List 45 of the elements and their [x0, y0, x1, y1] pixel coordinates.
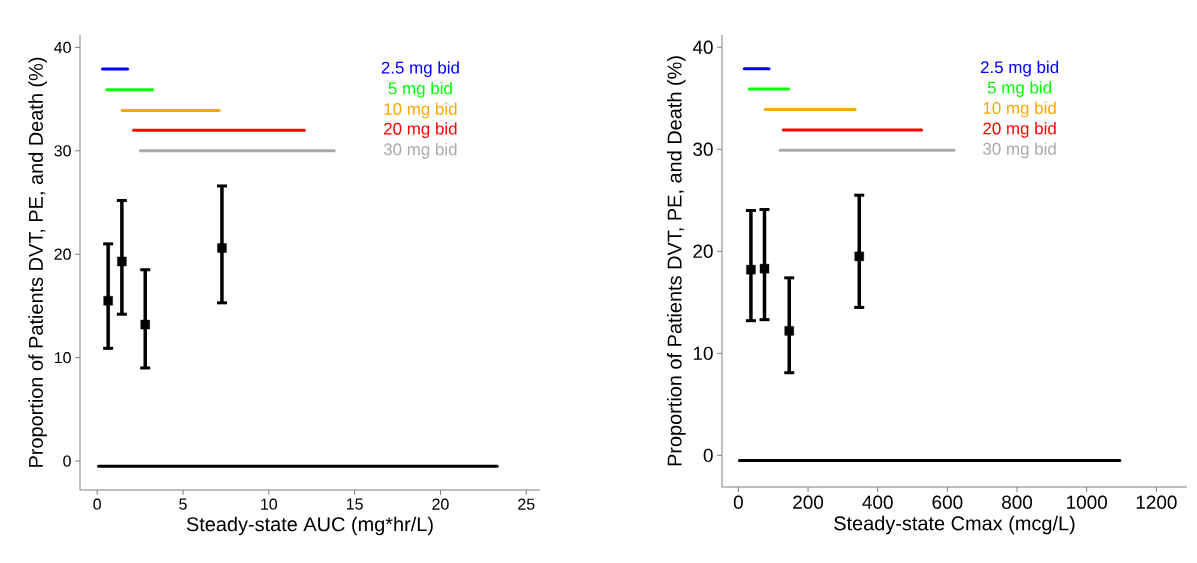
x-tick-label: 600	[932, 495, 963, 509]
y-axis-title: Proportion of Patients DVT, PE, and Death (%)	[28, 57, 47, 467]
x-axis-title: Steady-state AUC (mg*hr/L)	[186, 516, 433, 536]
point	[140, 319, 150, 330]
x-tick-label: 1000	[1067, 495, 1107, 509]
point	[759, 263, 770, 274]
x-tick-label: 20	[432, 498, 449, 510]
text: 5 mg bid	[987, 81, 1051, 97]
x-tick-label: 800	[1002, 495, 1033, 509]
y-tick-label: 10	[54, 352, 71, 364]
x-tick-label: 25	[518, 498, 535, 510]
series-label: 30 mg bid	[983, 142, 1056, 159]
point	[217, 243, 227, 253]
text: 20 mg bid	[384, 122, 457, 139]
point	[854, 251, 864, 262]
y-tick-label: 20	[54, 248, 71, 260]
text: 20 mg bid	[983, 122, 1056, 138]
text: 2.5 mg bid	[980, 60, 1059, 77]
point	[117, 256, 127, 267]
point	[784, 326, 794, 336]
x-tick-label: 15	[346, 498, 363, 510]
text: 5 mg bid	[388, 81, 452, 98]
y-axis-title: Proportion of Patients DVT, PE, and Death (%)	[667, 56, 686, 466]
text: 10 mg bid	[983, 101, 1056, 118]
x-tick-label: 0	[733, 495, 743, 509]
y-tick-label: 30	[54, 145, 71, 157]
text: 10 mg bid	[384, 102, 457, 119]
x-tick-label: 200	[793, 495, 824, 509]
point	[746, 264, 756, 275]
x-axis-title: Steady-state Cmax (mcg/L)	[834, 515, 1075, 535]
y-tick-label: 30	[693, 142, 713, 156]
x-tick-label: 0	[93, 498, 101, 510]
point	[103, 296, 113, 306]
y-tick-label: 0	[63, 455, 71, 467]
x-tick-label: 400	[862, 495, 893, 509]
text: 2.5 mg bid	[381, 61, 459, 78]
y-tick-label: 40	[54, 41, 71, 54]
y-tick-label: 40	[692, 40, 713, 54]
y-tick-label: 20	[693, 244, 713, 259]
y-tick-label: 0	[703, 448, 713, 463]
x-tick-label: 5	[179, 498, 187, 510]
x-tick-label: 10	[261, 498, 278, 510]
y-tick-label: 10	[693, 346, 713, 361]
x-tick-label: 1200	[1136, 495, 1177, 509]
text: 30 mg bid	[383, 142, 457, 159]
